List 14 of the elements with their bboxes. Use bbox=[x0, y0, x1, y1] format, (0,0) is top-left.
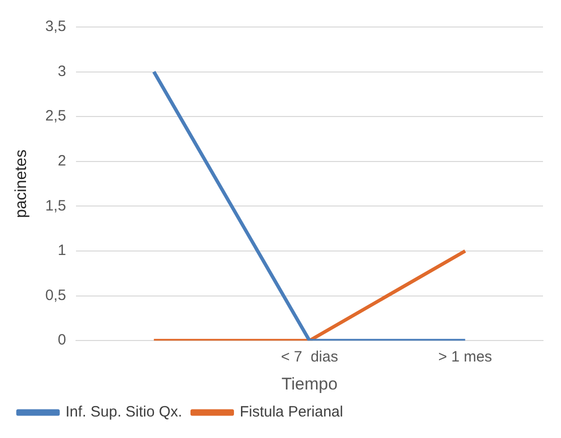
y-tick-label: 3,5 bbox=[45, 18, 66, 36]
x-tick-label: < 7 dias bbox=[280, 348, 338, 366]
y-tick-label: 2,5 bbox=[45, 108, 66, 125]
legend-label: Fistula Perianal bbox=[240, 404, 344, 421]
legend-label: Inf. Sup. Sitio Qx. bbox=[66, 404, 182, 421]
y-tick-label: 0,5 bbox=[45, 286, 66, 304]
y-tick-label: 2 bbox=[58, 152, 66, 170]
x-tick-label: > 1 mes bbox=[438, 348, 492, 366]
y-tick-label: 0 bbox=[58, 332, 66, 349]
x-axis-title: Tiempo bbox=[281, 374, 338, 394]
y-tick-label: 3 bbox=[58, 62, 66, 80]
y-axis-title: pacinetes bbox=[13, 150, 30, 218]
y-tick-label: 1,5 bbox=[45, 197, 66, 214]
y-tick-label: 1 bbox=[58, 242, 66, 260]
